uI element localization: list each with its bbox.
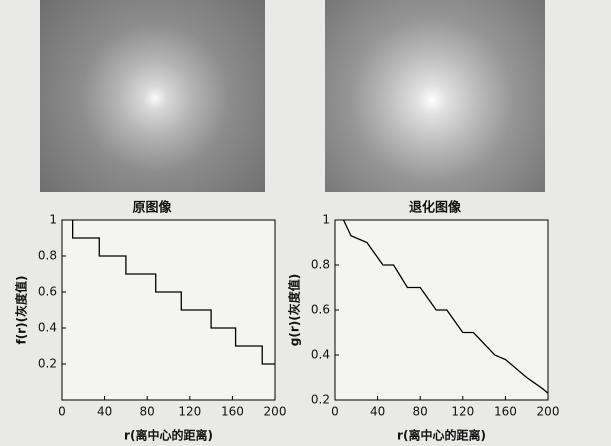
x-tick-label: 0	[331, 405, 339, 419]
x-tick-label: 160	[221, 405, 244, 419]
x-axis-label: r(离中心的距离)	[397, 428, 486, 443]
original-image	[40, 0, 265, 192]
y-tick-label: 0.8	[311, 258, 330, 272]
x-tick-label: 0	[58, 405, 66, 419]
x-tick-label: 160	[494, 405, 517, 419]
x-tick-label: 40	[370, 405, 385, 419]
image-caption: 退化图像	[409, 200, 462, 216]
y-tick-label: 1	[322, 213, 330, 227]
x-tick-label: 120	[451, 405, 474, 419]
y-tick-label: 0.6	[311, 303, 330, 317]
x-tick-label: 120	[178, 405, 201, 419]
plot-frame	[62, 220, 275, 400]
x-tick-label: 80	[140, 405, 155, 419]
x-tick-label: 200	[537, 405, 560, 419]
y-axis-label: f(r)(灰度值)	[14, 275, 29, 344]
y-tick-label: 1	[49, 213, 57, 227]
y-tick-label: 0.4	[311, 348, 330, 362]
y-tick-label: 0.6	[38, 285, 57, 299]
y-tick-label: 0.2	[38, 357, 57, 371]
x-tick-label: 200	[264, 405, 287, 419]
y-axis-label: g(r)(灰度值)	[287, 274, 302, 346]
y-tick-label: 0.8	[38, 249, 57, 263]
y-tick-label: 0.2	[311, 393, 330, 407]
x-tick-label: 80	[413, 405, 428, 419]
degraded-image	[325, 0, 545, 192]
x-tick-label: 40	[97, 405, 112, 419]
figure: 原图像 退化图像 0 40 80 120 160 200 0.2 0.4 0.6 0.8 1 r(离中…	[0, 0, 611, 446]
y-tick-label: 0.4	[38, 321, 57, 335]
x-axis-label: r(离中心的距离)	[124, 428, 213, 443]
image-caption: 原图像	[132, 200, 172, 216]
